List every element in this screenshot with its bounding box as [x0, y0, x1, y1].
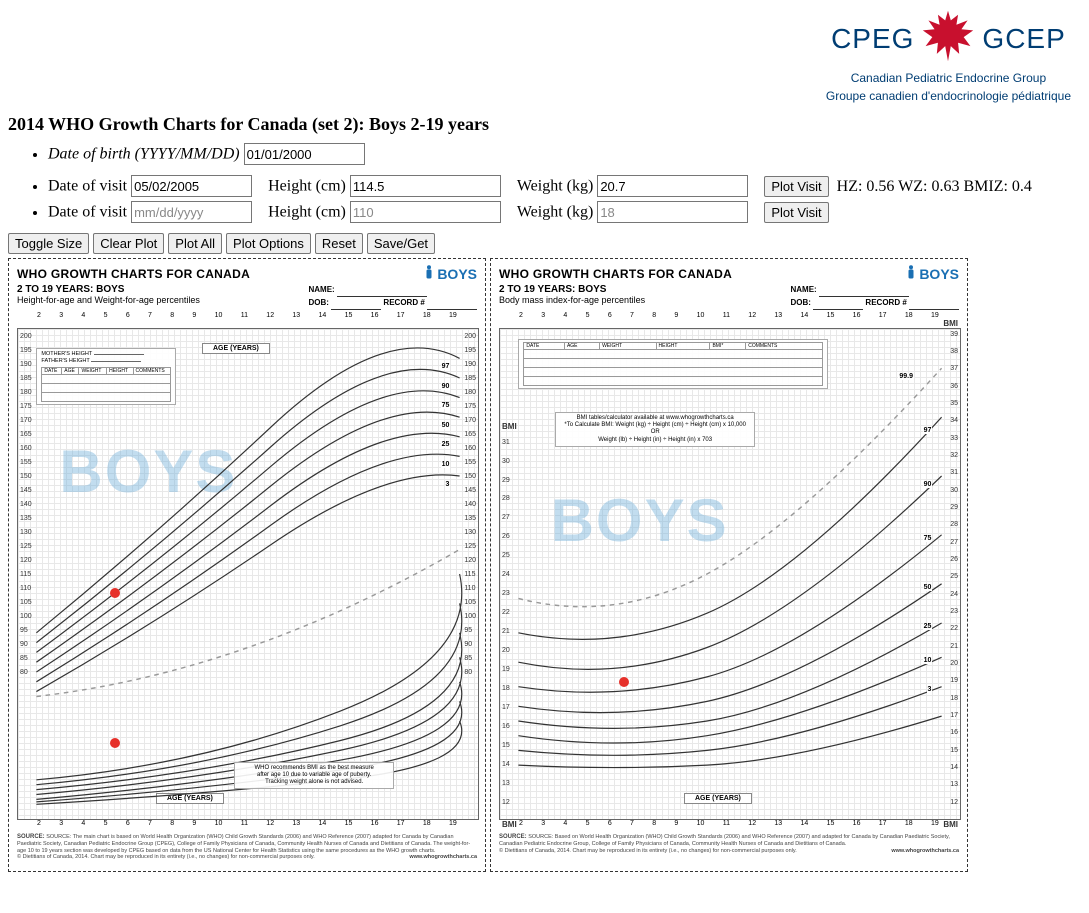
charts-row: WHO GROWTH CHARTS FOR CANADA BOYS 2 TO 1…	[8, 258, 1081, 872]
chart-footer: SOURCE: SOURCE: Based on World Health Or…	[499, 834, 959, 854]
bmi-label-right-top: BMI	[943, 319, 958, 328]
data-table-box: DATEAGEWEIGHTHEIGHTBMI*COMMENTS	[518, 339, 828, 389]
bmi-recommendation-note: WHO recommends BMI as the best measureaf…	[234, 762, 394, 790]
height-label: Height (cm)	[268, 178, 346, 195]
chart-record-fields: NAME: DOB: RECORD #	[309, 284, 478, 310]
chart-record-fields: NAME: DOB: RECORD #	[791, 284, 960, 310]
plot-all-button[interactable]: Plot All	[168, 233, 222, 254]
action-buttons: Toggle Size Clear Plot Plot All Plot Opt…	[8, 233, 1081, 254]
boys-tag: BOYS	[437, 266, 477, 282]
logo-row: CPEG GCEP Canadian Pediatric Endocrine G…	[8, 8, 1081, 104]
dov-input[interactable]	[131, 201, 252, 223]
age-ticks-bottom: 2345678910111213141516171819	[17, 820, 477, 830]
age-ticks-bottom: 2345678910111213141516171819	[499, 820, 959, 830]
percentile-999: 99.9	[898, 373, 914, 380]
save-get-button[interactable]: Save/Get	[367, 233, 435, 254]
chart-head-left: WHO GROWTH CHARTS FOR CANADA	[499, 267, 732, 281]
chart-head-left: WHO GROWTH CHARTS FOR CANADA	[17, 267, 250, 281]
dob-input[interactable]	[244, 143, 365, 165]
age-ticks-top: 2345678910111213141516171819	[17, 312, 477, 322]
data-point	[110, 588, 120, 598]
chart-grid-left: BOYS AGE (YEARS) AGE (YEARS) 20019519018…	[17, 328, 479, 820]
dov-input[interactable]	[131, 175, 252, 197]
plot-visit-button[interactable]: Plot Visit	[764, 176, 828, 197]
plot-options-button[interactable]: Plot Options	[226, 233, 311, 254]
clear-plot-button[interactable]: Clear Plot	[93, 233, 164, 254]
logo-subtitle-fr: Groupe canadien d'endocrinologie pédiatr…	[826, 89, 1071, 105]
person-icon	[906, 265, 916, 282]
chart-height-weight: WHO GROWTH CHARTS FOR CANADA BOYS 2 TO 1…	[8, 258, 486, 872]
height-input[interactable]	[350, 175, 501, 197]
logo-right-word: GCEP	[982, 23, 1065, 55]
weight-input[interactable]	[597, 201, 748, 223]
chart-grid-right: BOYS 12131415161718192021222324252627282…	[499, 328, 961, 820]
height-input[interactable]	[350, 201, 501, 223]
z-scores: HZ: 0.56 WZ: 0.63 BMIZ: 0.4	[837, 178, 1032, 195]
dov-label: Date of visit	[48, 178, 127, 195]
chart-head-right: BOYS	[906, 265, 959, 282]
logo-left-word: CPEG	[831, 23, 914, 55]
age-ticks-top: 2345678910111213141516171819	[499, 312, 959, 322]
chart-bmi: WHO GROWTH CHARTS FOR CANADA BOYS 2 TO 1…	[490, 258, 968, 872]
maple-leaf-icon	[920, 8, 976, 69]
chart-head-right: BOYS	[424, 265, 477, 282]
chart-footer: SOURCE: SOURCE: The main chart is based …	[17, 834, 477, 861]
weight-input[interactable]	[597, 175, 748, 197]
logo-subtitle-en: Canadian Pediatric Endocrine Group	[826, 71, 1071, 87]
parents-height-box: MOTHER'S HEIGHT FATHER'S HEIGHT DATEAGEW…	[36, 348, 176, 404]
weight-label: Weight (kg)	[517, 204, 593, 221]
form-section: Date of birth (YYYY/MM/DD)	[8, 143, 1081, 165]
data-point	[110, 738, 120, 748]
plot-visit-button[interactable]: Plot Visit	[764, 202, 828, 223]
height-label: Height (cm)	[268, 204, 346, 221]
bmi-calc-note: BMI tables/calculator available at www.w…	[555, 412, 755, 447]
data-point	[619, 677, 629, 687]
dov-label: Date of visit	[48, 204, 127, 221]
page-title: 2014 WHO Growth Charts for Canada (set 2…	[8, 114, 1081, 135]
reset-button[interactable]: Reset	[315, 233, 363, 254]
cpeg-logo: CPEG GCEP Canadian Pediatric Endocrine G…	[826, 8, 1071, 104]
toggle-size-button[interactable]: Toggle Size	[8, 233, 89, 254]
boys-tag: BOYS	[919, 266, 959, 282]
age-axis-label-bottom: AGE (YEARS)	[684, 793, 752, 804]
visit-rows: Date of visit Height (cm) Weight (kg) Pl…	[8, 175, 1081, 223]
chart-subtitle: 2 TO 19 YEARS: BOYS Body mass index-for-…	[499, 284, 645, 310]
dob-label: Date of birth (YYYY/MM/DD)	[48, 146, 240, 163]
chart-subtitle: 2 TO 19 YEARS: BOYS Height-for-age and W…	[17, 284, 200, 310]
weight-label: Weight (kg)	[517, 178, 593, 195]
person-icon	[424, 265, 434, 282]
percentile-curves	[500, 329, 960, 819]
